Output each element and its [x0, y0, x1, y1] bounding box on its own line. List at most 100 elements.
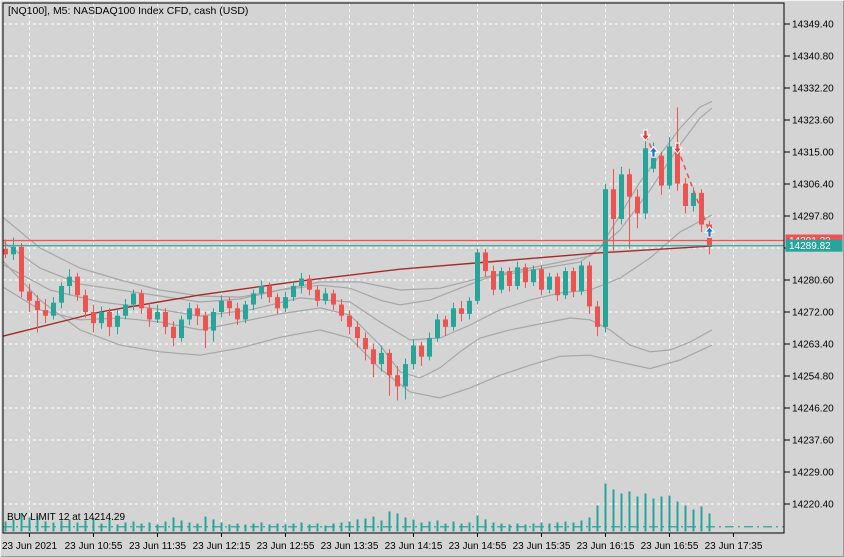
candle — [187, 308, 192, 320]
price-badge — [785, 239, 843, 252]
candle — [91, 312, 96, 324]
candle — [355, 326, 360, 339]
candle — [387, 352, 392, 376]
candle — [443, 319, 448, 327]
candle — [579, 265, 584, 292]
price-tick-label: 14332.20 — [792, 84, 834, 95]
pending-order-label: BUY LIMIT 12 at 14214.29 — [7, 512, 126, 523]
candle — [11, 246, 16, 255]
indicator-lines — [3, 100, 713, 399]
time-label: 23 Jun 12:15 — [193, 541, 251, 552]
candle — [363, 338, 368, 350]
candle — [259, 285, 264, 294]
candle — [683, 183, 688, 206]
candle — [203, 315, 208, 331]
price-scale[interactable]: 14349.40 14340.80 14332.20 14323.60 14315.00… — [784, 20, 843, 511]
time-label: 23 Jun 12:55 — [257, 541, 315, 552]
price-tick-label: 14323.60 — [792, 116, 834, 127]
price-badge-label: 14289.82 — [789, 241, 831, 252]
candle — [467, 300, 472, 314]
time-label: 23 Jun 2021 — [2, 541, 57, 552]
buy-arrow-icon[interactable] — [703, 225, 716, 238]
time-label: 23 Jun 16:15 — [577, 541, 635, 552]
candle — [395, 375, 400, 387]
fast-band-middle — [3, 214, 713, 341]
candle — [539, 269, 544, 290]
candle — [59, 285, 64, 303]
candle — [235, 308, 240, 320]
candle — [691, 192, 696, 206]
volume-bars — [4, 483, 711, 532]
candle — [651, 155, 656, 169]
candle — [43, 310, 48, 316]
candle — [643, 148, 648, 214]
candle — [475, 252, 480, 301]
candle — [339, 304, 344, 316]
candle — [115, 315, 120, 327]
candle — [243, 304, 248, 320]
candle — [491, 271, 496, 290]
time-scale[interactable]: 23 Jun 2021 23 Jun 10:55 23 Jun 11:35 23 Ju… — [2, 533, 763, 552]
candle — [123, 304, 128, 316]
candle — [275, 297, 280, 309]
candle — [147, 308, 152, 320]
candle — [667, 146, 672, 186]
time-label: 23 Jun 15:35 — [513, 541, 571, 552]
time-label: 23 Jun 11:35 — [129, 541, 187, 552]
price-tick-label: 14349.40 — [792, 20, 834, 31]
fast-band-upper — [3, 100, 713, 306]
sell-arrow-icon[interactable] — [639, 129, 652, 142]
candle — [307, 278, 312, 290]
candle — [27, 291, 32, 301]
candles — [3, 107, 712, 401]
candle — [315, 289, 320, 301]
buy-arrow-icon[interactable] — [647, 145, 660, 158]
candle — [659, 155, 664, 186]
candle — [155, 312, 160, 320]
candle — [211, 312, 216, 331]
candle — [19, 246, 24, 292]
price-tick-label: 14340.80 — [792, 52, 834, 63]
candle — [35, 300, 40, 311]
candle — [379, 352, 384, 365]
candle — [515, 267, 520, 286]
candle — [299, 278, 304, 286]
candle — [507, 271, 512, 286]
candle — [163, 312, 168, 327]
grid-lines — [3, 3, 784, 533]
time-label: 23 Jun 13:35 — [321, 541, 379, 552]
price-tick-label: 14254.80 — [792, 372, 834, 383]
candle — [67, 276, 72, 286]
candle — [587, 265, 592, 307]
candle — [635, 196, 640, 214]
candle — [3, 248, 8, 255]
candle — [251, 293, 256, 305]
time-label: 23 Jun 16:55 — [641, 541, 699, 552]
candle — [331, 293, 336, 305]
time-label: 23 Jun 14:15 — [385, 541, 443, 552]
candle — [323, 293, 328, 301]
candle — [107, 312, 112, 327]
candle — [291, 285, 296, 298]
plot-frame — [2, 2, 785, 534]
time-label: 23 Jun 10:55 — [65, 541, 123, 552]
candle — [219, 300, 224, 312]
candle — [555, 276, 560, 296]
candle — [227, 300, 232, 309]
candle — [99, 312, 104, 324]
price-tick-label: 14229.00 — [792, 468, 834, 479]
time-label: 23 Jun 17:35 — [705, 541, 763, 552]
price-tick-label: 14315.00 — [792, 148, 834, 159]
candle — [411, 345, 416, 365]
price-tick-label: 14237.60 — [792, 436, 834, 447]
candle — [267, 285, 272, 298]
time-label: 23 Jun 14:55 — [449, 541, 507, 552]
candle — [139, 293, 144, 309]
sell-arrow-icon[interactable] — [671, 142, 684, 155]
price-tick-label: 14297.80 — [792, 212, 834, 223]
candle — [419, 345, 424, 357]
candle — [499, 271, 504, 290]
candle — [675, 146, 680, 184]
